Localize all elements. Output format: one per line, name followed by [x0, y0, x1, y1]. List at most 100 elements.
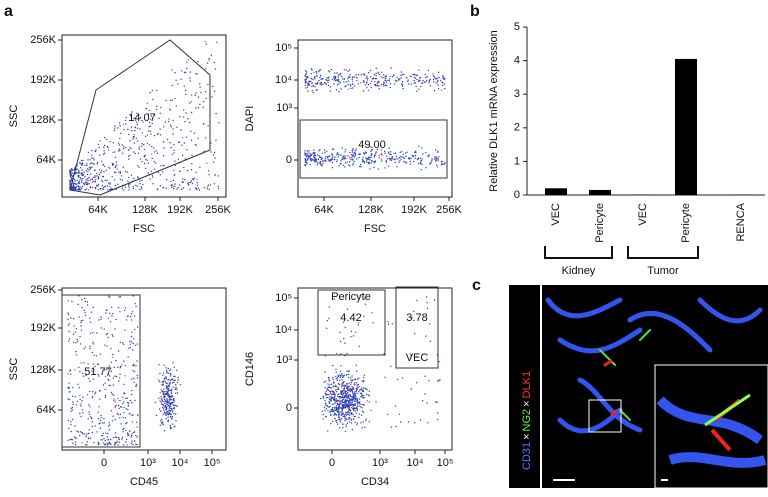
- event-dot: [130, 344, 131, 345]
- event-dot: [108, 167, 109, 168]
- event-dot: [207, 84, 208, 85]
- plot-frame: [298, 40, 452, 197]
- y-tick-label: 128K: [30, 114, 56, 126]
- event-dot: [81, 299, 82, 300]
- event-dot: [159, 118, 160, 119]
- event-dot: [332, 155, 333, 156]
- event-dot: [68, 331, 69, 332]
- event-dot: [348, 402, 349, 403]
- event-dot: [75, 444, 76, 445]
- event-dot: [166, 406, 167, 407]
- event-dot: [329, 399, 330, 400]
- event-dot: [98, 363, 99, 364]
- event-dot: [318, 80, 319, 81]
- event-dot: [399, 160, 400, 161]
- event-dot: [336, 420, 337, 421]
- event-dot: [358, 83, 359, 84]
- event-dot: [198, 96, 199, 97]
- event-dot: [342, 413, 343, 414]
- event-dot: [357, 393, 358, 394]
- event-dot: [347, 395, 348, 396]
- event-dot: [76, 404, 77, 405]
- event-dot: [186, 137, 187, 138]
- event-dot: [140, 158, 141, 159]
- event-dot: [417, 158, 418, 159]
- event-dot: [114, 179, 115, 180]
- event-dot: [126, 422, 127, 423]
- y-tick-label: 64K: [36, 404, 56, 416]
- event-dot: [314, 77, 315, 78]
- event-dot: [166, 414, 167, 415]
- event-dot: [122, 431, 123, 432]
- event-dot: [336, 391, 337, 392]
- event-dot: [129, 140, 130, 141]
- event-dot: [214, 62, 215, 63]
- event-dot: [342, 402, 343, 403]
- event-dot: [400, 159, 401, 160]
- event-dot: [340, 353, 341, 354]
- bar: [545, 188, 567, 195]
- event-dot: [110, 189, 111, 190]
- event-dot: [169, 370, 170, 371]
- event-dot: [179, 116, 180, 117]
- event-dot: [92, 432, 93, 433]
- event-dot: [87, 168, 88, 169]
- event-dot: [397, 158, 398, 159]
- event-dot: [103, 147, 104, 148]
- event-dot: [345, 149, 346, 150]
- event-dot: [157, 134, 158, 135]
- event-dot: [347, 161, 348, 162]
- event-dot: [197, 61, 198, 62]
- event-dot: [438, 160, 439, 161]
- event-dot: [111, 362, 112, 363]
- event-dot: [176, 127, 177, 128]
- event-dot: [356, 148, 357, 149]
- event-dot: [341, 383, 342, 384]
- event-dot: [351, 375, 352, 376]
- event-dot: [111, 188, 112, 189]
- event-dot: [104, 137, 105, 138]
- event-dot: [115, 157, 116, 158]
- event-dot: [348, 76, 349, 77]
- event-dot: [119, 150, 120, 151]
- event-dot: [343, 394, 344, 395]
- event-dot: [329, 71, 330, 72]
- event-dot: [134, 134, 135, 135]
- event-dot: [122, 342, 123, 343]
- event-dot: [99, 154, 100, 155]
- event-dot: [82, 373, 83, 374]
- event-dot: [92, 182, 93, 183]
- event-dot: [425, 81, 426, 82]
- event-dot: [73, 334, 74, 335]
- event-dot: [314, 161, 315, 162]
- event-dot: [312, 79, 313, 80]
- event-dot: [178, 379, 179, 380]
- event-dot: [91, 162, 92, 163]
- event-dot: [85, 301, 86, 302]
- event-dot: [145, 136, 146, 137]
- event-dot: [389, 78, 390, 79]
- event-dot: [340, 421, 341, 422]
- event-dot: [334, 72, 335, 73]
- event-dot: [383, 85, 384, 86]
- event-dot: [357, 384, 358, 385]
- event-dot: [172, 362, 173, 363]
- event-dot: [399, 79, 400, 80]
- event-dot: [314, 157, 315, 158]
- event-dot: [134, 130, 135, 131]
- event-dot: [395, 153, 396, 154]
- event-dot: [163, 365, 164, 366]
- event-dot: [214, 157, 215, 158]
- event-dot: [135, 444, 136, 445]
- event-dot: [345, 431, 346, 432]
- event-dot: [81, 160, 82, 161]
- event-dot: [195, 107, 196, 108]
- event-dot: [169, 403, 170, 404]
- event-dot: [357, 399, 358, 400]
- event-dot: [123, 129, 124, 130]
- y-axis-label: SSC: [8, 105, 20, 128]
- event-dot: [79, 336, 80, 337]
- event-dot: [155, 162, 156, 163]
- event-dot: [150, 131, 151, 132]
- event-dot: [191, 169, 192, 170]
